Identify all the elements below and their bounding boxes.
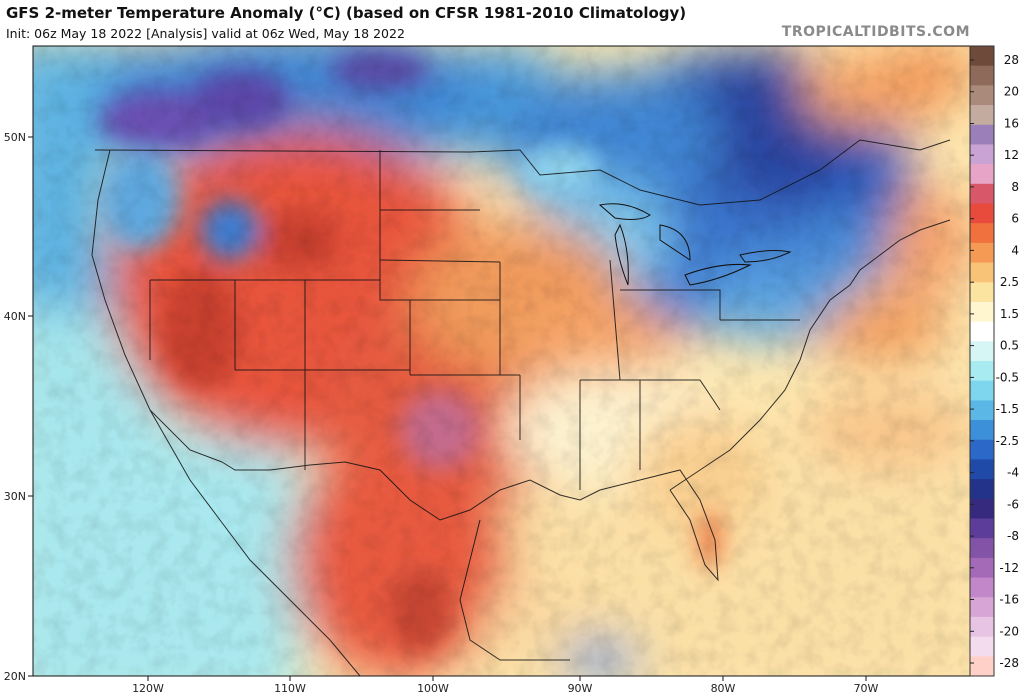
colorbar-label: -16 (999, 593, 1019, 607)
colorbar-swatches (970, 46, 994, 677)
colorbar-label: -1.5 (996, 402, 1019, 416)
colorbar-swatch (970, 577, 994, 598)
lat-label-40n: 40N (4, 310, 26, 323)
lat-label-20n: 20N (4, 670, 26, 683)
boundaries (91, 139, 951, 676)
colorbar-swatch (970, 262, 994, 283)
lon-label-80w: 80W (711, 682, 736, 695)
colorbar-label: 12 (1004, 148, 1019, 162)
colorbar-swatch (970, 144, 994, 165)
colorbar-swatch (970, 223, 994, 244)
colorbar-swatch (970, 301, 994, 323)
lat-label-50n: 50N (4, 131, 26, 144)
colorbar-swatch (970, 538, 994, 559)
colorbar-label: 8 (1011, 180, 1019, 194)
colorbar-label: 20 (1004, 85, 1019, 99)
colorbar-label: 0.5 (1000, 339, 1019, 353)
colorbar-swatch (970, 420, 994, 441)
colorbar-label: -6 (1007, 497, 1019, 511)
colorbar-label: 2.5 (1000, 275, 1019, 289)
colorbar-swatch (970, 439, 994, 460)
brand-watermark[interactable]: TROPICALTIDBITS.COM (781, 24, 970, 40)
colorbar-label: -0.5 (996, 370, 1019, 384)
colorbar-label: 4 (1011, 243, 1019, 257)
lon-label-90w: 90W (568, 682, 593, 695)
colorbar: 28 20 16 12 8 6 4 2.5 1.5 0.5 -0.5 -1.5 -2.5 -4 -6 -8 -1… (969, 45, 1019, 677)
lon-label-120w: 120W (132, 682, 164, 695)
colorbar-swatch (970, 183, 994, 204)
colorbar-swatch (970, 636, 994, 657)
anomaly-field (33, 46, 970, 676)
colorbar-swatch (970, 479, 994, 500)
colorbar-label: 16 (1004, 117, 1019, 131)
colorbar-swatch (970, 459, 994, 480)
colorbar-swatch (970, 164, 994, 185)
great-lakes (598, 203, 792, 286)
colorbar-swatch (970, 361, 994, 382)
colorbar-swatch (970, 124, 994, 145)
longitude-axis: 120W 110W 100W 90W 80W 70W (132, 676, 879, 695)
map-subtitle: Init: 06z May 18 2022 [Analysis] valid a… (6, 26, 405, 41)
lon-label-70w: 70W (854, 682, 879, 695)
colorbar-swatch (970, 518, 994, 539)
colorbar-swatch (970, 498, 994, 519)
colorbar-swatch (970, 46, 994, 67)
colorbar-swatch (970, 557, 994, 579)
colorbar-swatch (970, 616, 994, 638)
colorbar-swatch (970, 597, 994, 618)
latitude-axis: 50N 40N 30N 20N (4, 131, 33, 683)
colorbar-labels: 28 20 16 12 8 6 4 2.5 1.5 0.5 -0.5 -1.5 -2.5 -4 -6 -8 -1… (970, 53, 1019, 670)
colorbar-swatch (970, 85, 994, 106)
lon-label-110w: 110W (274, 682, 306, 695)
colorbar-swatch (970, 400, 994, 421)
colorbar-swatch (970, 65, 994, 86)
colorbar-swatch (970, 242, 994, 264)
colorbar-swatch (970, 656, 994, 677)
colorbar-label: -8 (1007, 529, 1019, 543)
colorbar-label: -4 (1007, 466, 1019, 480)
colorbar-label: -2.5 (996, 434, 1019, 448)
colorbar-swatch (970, 380, 994, 401)
colorbar-label: 1.5 (1000, 307, 1019, 321)
colorbar-label: -28 (999, 656, 1019, 670)
colorbar-label: -20 (999, 624, 1019, 638)
map-title: GFS 2-meter Temperature Anomaly (°C) (ba… (6, 4, 687, 22)
colorbar-swatch (970, 282, 994, 303)
lon-label-100w: 100W (417, 682, 449, 695)
colorbar-swatch (970, 105, 994, 126)
colorbar-label: 6 (1011, 212, 1019, 226)
colorbar-swatch (970, 321, 994, 342)
colorbar-swatch (970, 341, 994, 362)
colorbar-label: -12 (999, 561, 1019, 575)
colorbar-swatch (970, 203, 994, 224)
lat-label-30n: 30N (4, 490, 26, 503)
colorbar-label: 28 (1004, 53, 1019, 67)
